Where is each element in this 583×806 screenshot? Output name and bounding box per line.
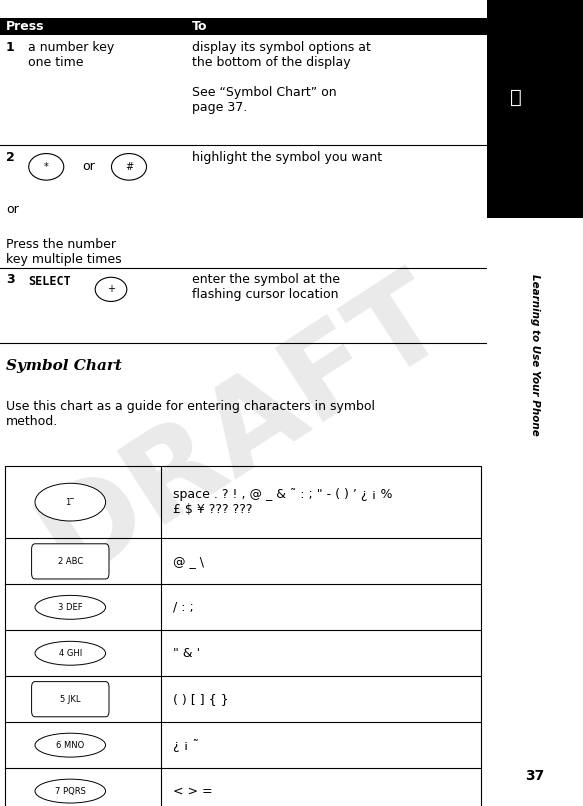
Text: 3: 3 (6, 273, 15, 286)
Text: ¿ ¡ ˜: ¿ ¡ ˜ (173, 738, 199, 752)
Ellipse shape (35, 642, 106, 665)
Text: / : ;: / : ; (173, 600, 194, 614)
Bar (0, 18, 487, 35)
Text: 6 MNO: 6 MNO (56, 741, 85, 750)
Bar (5, 466, 481, 806)
Text: ( ) [ ] { }: ( ) [ ] { } (173, 692, 229, 706)
Text: Press the number
key multiple times: Press the number key multiple times (6, 238, 121, 266)
Text: Press: Press (6, 20, 44, 33)
Text: 5 JKL: 5 JKL (60, 695, 80, 704)
Text: enter the symbol at the
flashing cursor location: enter the symbol at the flashing cursor … (192, 273, 340, 301)
Text: 1 ̅̅: 1 ̅̅ (66, 497, 74, 507)
Text: 7 PQRS: 7 PQRS (55, 787, 86, 796)
Ellipse shape (95, 277, 127, 301)
Text: or: or (6, 203, 19, 216)
FancyBboxPatch shape (31, 544, 109, 579)
Text: < > =: < > = (173, 784, 212, 798)
Ellipse shape (111, 154, 146, 181)
Text: #: # (125, 162, 133, 172)
Text: Use this chart as a guide for entering characters in symbol
method.: Use this chart as a guide for entering c… (6, 400, 375, 428)
FancyBboxPatch shape (31, 682, 109, 717)
Text: " & ': " & ' (173, 646, 200, 660)
Text: @ _ \: @ _ \ (173, 555, 204, 568)
Text: To: To (192, 20, 208, 33)
Text: 2 ABC: 2 ABC (58, 557, 83, 566)
Text: Learning to Use Your Phone: Learning to Use Your Phone (530, 274, 540, 435)
Bar (487, 0, 583, 218)
Ellipse shape (35, 484, 106, 521)
Text: 4 GHI: 4 GHI (59, 649, 82, 658)
Text: a number key
one time: a number key one time (28, 41, 114, 69)
Text: +: + (107, 285, 115, 294)
Text: Symbol Chart: Symbol Chart (6, 359, 122, 373)
Text: *: * (44, 162, 48, 172)
Text: SELECT: SELECT (28, 275, 71, 288)
Text: highlight the symbol you want: highlight the symbol you want (192, 151, 382, 164)
Text: 37: 37 (525, 770, 545, 783)
Text: or: or (83, 160, 96, 173)
Ellipse shape (35, 779, 106, 803)
Ellipse shape (35, 596, 106, 619)
Ellipse shape (29, 154, 64, 181)
Text: 📱: 📱 (510, 89, 522, 107)
Text: 3 DEF: 3 DEF (58, 603, 83, 612)
Text: DRAFT: DRAFT (20, 254, 467, 600)
Text: 1: 1 (6, 41, 15, 54)
Ellipse shape (35, 733, 106, 757)
Text: display its symbol options at
the bottom of the display

See “Symbol Chart” on
p: display its symbol options at the bottom… (192, 41, 371, 114)
Text: space . ? ! , @ _ & ˜ : ; " - ( ) ’ ¿ ¡ %
£ $ ¥ ??? ???: space . ? ! , @ _ & ˜ : ; " - ( ) ’ ¿ ¡ … (173, 488, 392, 516)
Text: 2: 2 (6, 151, 15, 164)
